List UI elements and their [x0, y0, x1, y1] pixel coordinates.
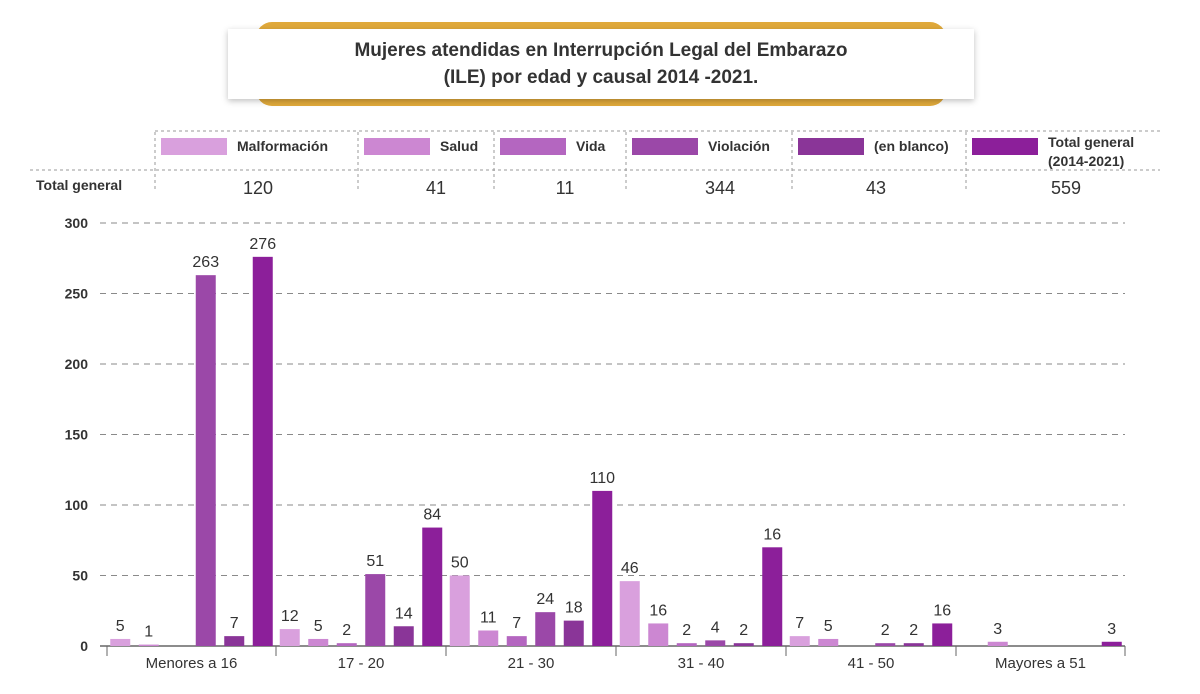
bar: [252, 256, 273, 646]
legend-label: Malformación: [237, 138, 328, 154]
data-label: 84: [423, 507, 441, 524]
chart-title-line-1: Mujeres atendidas en Interrupción Legal …: [354, 40, 848, 61]
total-value: 559: [1051, 178, 1081, 198]
data-label: 5: [824, 618, 833, 635]
legend-swatch: [632, 138, 698, 155]
data-label: 276: [249, 236, 276, 253]
bar: [1101, 641, 1122, 646]
bar: [592, 490, 613, 646]
legend-label: (2014-2021): [1048, 153, 1124, 169]
legend-swatch: [972, 138, 1038, 155]
legend-swatch: [500, 138, 566, 155]
data-label: 18: [565, 600, 583, 617]
data-label: 46: [621, 560, 639, 577]
legend-label: Vida: [576, 138, 606, 154]
x-category-label: 17 - 20: [338, 655, 385, 672]
bar: [535, 612, 556, 646]
legend-swatch: [798, 138, 864, 155]
bar: [903, 643, 924, 646]
data-label: 11: [480, 609, 497, 626]
bar: [422, 527, 443, 646]
legend-swatch: [161, 138, 227, 155]
chart-title-line-2: (ILE) por edad y causal 2014 -2021.: [443, 67, 759, 88]
bar: [789, 636, 810, 646]
bar: [308, 638, 329, 646]
data-label: 1: [144, 624, 153, 641]
data-label: 5: [116, 618, 125, 635]
bar: [987, 641, 1008, 646]
legend-label: Total general: [1048, 134, 1134, 150]
bar: [733, 643, 754, 646]
data-label: 4: [711, 619, 720, 636]
data-label: 3: [1107, 621, 1116, 638]
data-label: 2: [909, 622, 918, 639]
data-label: 5: [314, 618, 323, 635]
x-category-label: Menores a 16: [146, 655, 238, 672]
data-label: 7: [795, 615, 804, 632]
data-label: 12: [281, 608, 299, 625]
bar: [762, 547, 783, 646]
data-label: 24: [536, 591, 554, 608]
bar: [478, 630, 499, 646]
y-tick-label: 100: [65, 497, 89, 513]
bar: [676, 643, 697, 646]
y-tick-label: 50: [72, 568, 88, 584]
totals-row-label: Total general: [36, 177, 122, 193]
bar: [279, 629, 300, 646]
bar: [875, 643, 896, 646]
x-category-label: Mayores a 51: [995, 655, 1086, 672]
y-tick-label: 200: [65, 356, 89, 372]
total-value: 43: [866, 178, 886, 198]
bar: [336, 643, 357, 646]
data-label: 2: [342, 622, 351, 639]
data-label: 50: [451, 555, 469, 572]
total-value: 344: [705, 178, 735, 198]
bar: [138, 644, 159, 646]
data-label: 16: [933, 602, 951, 619]
data-label: 7: [512, 615, 521, 632]
bar: [705, 640, 726, 646]
chart-title-box: Mujeres atendidas en Interrupción Legal …: [228, 29, 974, 99]
data-label: 16: [763, 526, 781, 543]
bar: [195, 275, 216, 646]
y-tick-label: 250: [65, 286, 89, 302]
bar: [449, 575, 470, 646]
bar: [393, 626, 414, 646]
data-label: 263: [192, 254, 219, 271]
y-tick-label: 150: [65, 427, 89, 443]
x-category-label: 21 - 30: [508, 655, 555, 672]
x-category-label: 41 - 50: [848, 655, 895, 672]
total-value: 11: [556, 178, 575, 198]
data-label: 16: [649, 602, 667, 619]
bar: [224, 636, 245, 646]
bar: [648, 623, 669, 646]
bar: [110, 638, 131, 646]
y-tick-label: 300: [65, 215, 89, 231]
bar: [932, 623, 953, 646]
data-label: 110: [589, 470, 615, 487]
x-category-label: 31 - 40: [678, 655, 725, 672]
legend-label: (en blanco): [874, 138, 949, 154]
legend-label: Salud: [440, 138, 478, 154]
total-value: 41: [426, 178, 446, 198]
data-label: 3: [993, 621, 1002, 638]
total-value: 120: [243, 178, 273, 198]
legend-label: Violación: [708, 138, 770, 154]
data-label: 2: [739, 622, 748, 639]
legend-swatch: [364, 138, 430, 155]
data-label: 14: [395, 605, 413, 622]
y-tick-label: 0: [80, 638, 88, 654]
bar: [563, 620, 584, 646]
data-label: 2: [881, 622, 890, 639]
chart-title-banner: Mujeres atendidas en Interrupción Legal …: [228, 22, 974, 106]
data-label: 2: [682, 622, 691, 639]
bar: [506, 636, 527, 646]
bar: [365, 574, 386, 646]
data-label: 51: [366, 553, 384, 570]
bar: [619, 581, 640, 646]
data-label: 7: [230, 615, 239, 632]
bar: [818, 638, 839, 646]
